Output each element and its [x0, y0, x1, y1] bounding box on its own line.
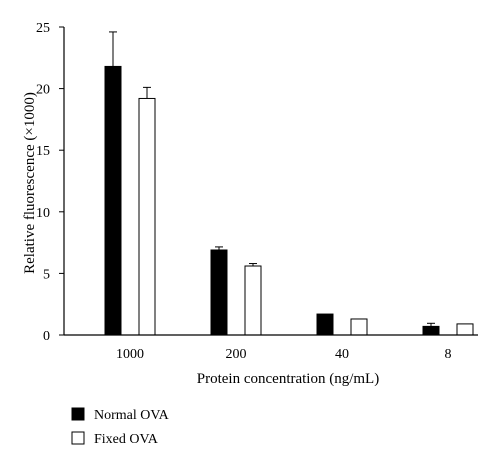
y-axis-label: Relative fluorescence (×1000) [22, 92, 38, 274]
x-tick-label-40: 40 [335, 347, 349, 362]
legend-label-normal-ova: Normal OVA [94, 408, 170, 423]
legend: Normal OVA Fixed OVA [71, 407, 170, 447]
bar-normal-ova-40 [316, 313, 334, 336]
y-tick-label-15: 15 [36, 144, 50, 159]
bar-fixed-ova-200 [244, 265, 262, 336]
x-tick-label-8: 8 [445, 347, 452, 362]
x-tick-label-1000: 1000 [116, 347, 144, 362]
bar-fixed-ova-8 [456, 323, 474, 336]
y-tick-label-5: 5 [43, 267, 50, 282]
axes-group: 0 5 10 15 20 25 1000 200 40 8 [36, 21, 478, 362]
bar-normal-ova-200 [210, 249, 228, 336]
legend-swatch-normal-ova [71, 407, 85, 421]
x-tick-label-200: 200 [226, 347, 247, 362]
y-tick-label-25: 25 [36, 21, 50, 36]
bars-group [104, 65, 474, 336]
bar-fixed-ova-1000 [138, 97, 156, 336]
x-axis-label: Protein concentration (ng/mL) [197, 371, 379, 387]
legend-label-fixed-ova: Fixed OVA [94, 432, 159, 447]
bar-normal-ova-1000 [104, 65, 122, 336]
y-tick-label-10: 10 [36, 206, 50, 221]
y-tick-label-0: 0 [43, 329, 50, 344]
bar-normal-ova-8 [422, 325, 440, 336]
y-tick-label-20: 20 [36, 83, 50, 98]
error-bars-group [109, 31, 435, 327]
legend-swatch-fixed-ova [71, 431, 85, 445]
bar-fixed-ova-40 [350, 318, 368, 336]
